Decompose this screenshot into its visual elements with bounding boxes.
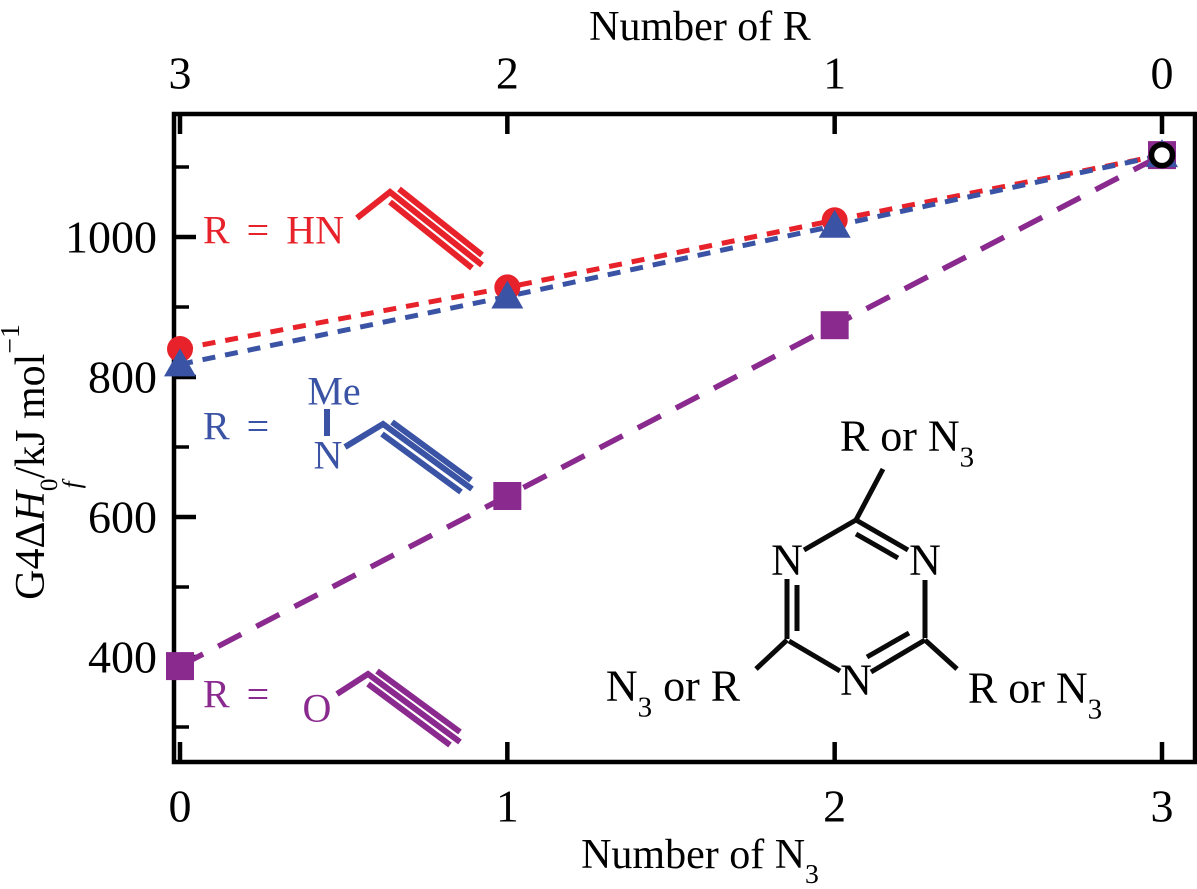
x-tick-label-top: 2	[495, 47, 519, 99]
purple-propargyl-structure	[335, 668, 462, 748]
legend-purple-oxygen: O	[302, 685, 332, 731]
legend-blue-label: R =	[203, 403, 270, 449]
x-tick-label-bottom: 1	[495, 780, 519, 832]
x-tick-label-bottom: 2	[823, 780, 847, 832]
ring-bond	[802, 517, 858, 553]
bond-line	[343, 420, 474, 492]
data-point-triangle	[164, 348, 196, 377]
triple-bond-line	[366, 681, 452, 748]
legend-blue-nitrogen: N	[313, 432, 343, 478]
ring-double-bond	[865, 630, 911, 660]
x-tick-label-bottom: 0	[168, 780, 192, 832]
x-tick-label-top: 1	[823, 47, 847, 99]
top-axis-title: Number of R	[589, 4, 811, 50]
ring-double-bond	[854, 517, 910, 553]
blue-propargyl-structure	[324, 409, 474, 495]
substituent-label-right: R or N3	[967, 663, 1103, 726]
series-line-square	[178, 152, 1164, 669]
triple-bond-line	[397, 186, 484, 258]
legend-red-label: R = HN	[203, 207, 345, 253]
data-point-square	[493, 482, 522, 510]
x-tick-label-top: 0	[1150, 47, 1174, 99]
data-point-triangle	[818, 209, 851, 238]
triazine-bonds	[754, 467, 959, 675]
bottom-axis-title: Number of N3	[581, 832, 819, 889]
y-axis-title: G4ΔH 0 f/kJ mol−1	[0, 262, 86, 662]
data-point-triangle	[491, 280, 524, 309]
substituent-label-top: R or N3	[839, 411, 975, 474]
exponent: −1	[0, 324, 26, 354]
substituent-bond	[923, 638, 959, 671]
y-tick-label: 600	[88, 491, 157, 543]
triple-bond-line	[375, 668, 462, 735]
ring-nitrogen: N	[771, 535, 803, 585]
legend-blue-methyl: Me	[307, 368, 361, 414]
y-tick-label: 800	[88, 351, 157, 403]
substituent-label-left: N3 or R	[605, 661, 741, 724]
triple-bond-line	[388, 199, 474, 271]
plot-frame	[171, 111, 1197, 765]
data-point-square	[820, 311, 849, 340]
x-tick-label-top: 3	[168, 47, 192, 99]
ring-double-bond	[869, 637, 927, 675]
data-point-square	[166, 652, 194, 681]
ring-nitrogen: N	[840, 655, 872, 705]
legend-purple-label: R =	[203, 671, 270, 717]
bond-line	[335, 670, 462, 745]
data-point-open-circle	[1148, 141, 1176, 169]
triazine-structure: N N N R or N3 N3 or R R or N3	[580, 400, 1120, 726]
triple-bond-line	[390, 419, 473, 483]
ring-nitrogen: N	[909, 535, 941, 585]
ring-bond	[787, 638, 842, 674]
red-propargyl-structure	[355, 186, 484, 271]
y-tick-label: 400	[88, 631, 157, 683]
series-line-triangle	[179, 152, 1163, 367]
bottom-axis-title-subscript: 3	[805, 858, 819, 889]
series-line-circle	[179, 152, 1163, 352]
triple-bond-line	[380, 431, 463, 495]
bond-line	[355, 188, 484, 268]
x-tick-label-bottom: 3	[1150, 780, 1174, 832]
ring-double-bond	[854, 531, 900, 561]
substituent-bond	[853, 467, 886, 522]
y-tick-label: 1000	[65, 211, 157, 263]
substituent-bond	[754, 638, 789, 671]
